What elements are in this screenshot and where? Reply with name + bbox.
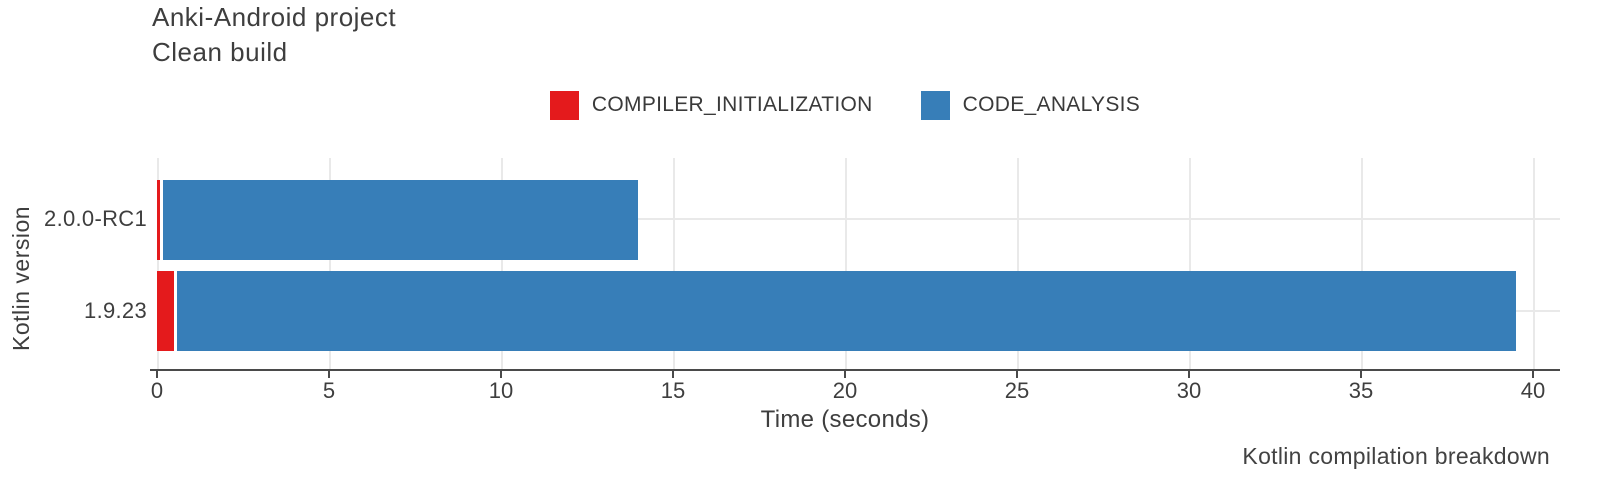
horizontal-gridline: [157, 218, 1560, 220]
x-tick-label: 30: [1176, 378, 1202, 403]
x-tick-label: 20: [832, 378, 858, 403]
x-axis-title: Time (seconds): [760, 406, 930, 433]
legend-label: COMPILER_INITIALIZATION: [591, 93, 873, 116]
vertical-gridline: [329, 158, 331, 369]
x-tick-label: 25: [1004, 378, 1030, 403]
vertical-gridline: [157, 158, 159, 369]
x-tick-mark: [844, 371, 846, 378]
chart-title: Anki-Android project: [152, 2, 397, 32]
x-tick-mark: [672, 371, 674, 378]
bar-segment-code_analysis: [160, 180, 638, 260]
x-tick-label: 40: [1520, 378, 1546, 403]
x-tick-mark: [1016, 371, 1018, 378]
chart-subtitle: Clean build: [152, 37, 288, 67]
legend-swatch-code_analysis: [920, 90, 950, 120]
legend: COMPILER_INITIALIZATION CODE_ANALYSIS: [157, 88, 1533, 122]
x-tick-mark: [1360, 371, 1362, 378]
vertical-gridline: [673, 158, 675, 369]
y-tick-label: 2.0.0-RC1: [44, 206, 147, 231]
legend-item: CODE_ANALYSIS: [920, 90, 1141, 120]
x-axis-line: [150, 369, 1560, 371]
x-tick-mark: [328, 371, 330, 378]
x-tick-label: 10: [488, 378, 514, 403]
y-tick-label: 1.9.23: [84, 298, 147, 323]
vertical-gridline: [845, 158, 847, 369]
bar-segment-compiler_initialization: [157, 271, 174, 351]
bar-segment-compiler_initialization: [157, 180, 160, 260]
x-tick-mark: [156, 371, 158, 378]
legend-label: CODE_ANALYSIS: [962, 93, 1141, 116]
x-tick-mark: [1188, 371, 1190, 378]
bar-segment-code_analysis: [174, 271, 1516, 351]
x-tick-label: 15: [660, 378, 686, 403]
vertical-gridline: [1361, 158, 1363, 369]
vertical-gridline: [1017, 158, 1019, 369]
plot-panel: [157, 158, 1560, 369]
x-tick-label: 5: [322, 378, 336, 403]
x-tick-mark: [1532, 371, 1534, 378]
y-axis-title: Kotlin version: [8, 205, 34, 351]
vertical-gridline: [1533, 158, 1535, 369]
vertical-gridline: [1189, 158, 1191, 369]
x-tick-label: 35: [1348, 378, 1374, 403]
legend-swatch-compiler_initialization: [549, 90, 579, 120]
chart-caption: Kotlin compilation breakdown: [1242, 443, 1550, 469]
vertical-gridline: [501, 158, 503, 369]
x-tick-mark: [500, 371, 502, 378]
x-tick-label: 0: [150, 378, 164, 403]
legend-item: COMPILER_INITIALIZATION: [549, 90, 873, 120]
